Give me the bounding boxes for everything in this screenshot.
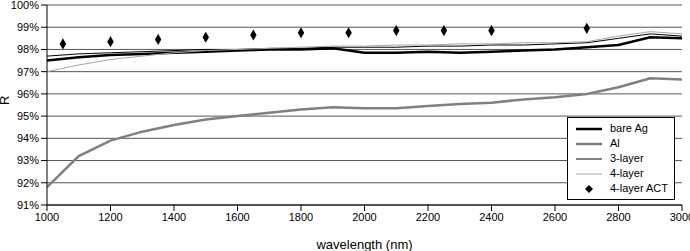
svg-text:93%: 93% (17, 154, 39, 166)
html-text:Al: Al (609, 137, 620, 149)
html-text:3-layer: 3-layer (609, 152, 644, 164)
svg-text:2200: 2200 (416, 211, 440, 223)
svg-text:1600: 1600 (225, 211, 249, 223)
svg-text:99%: 99% (17, 21, 39, 33)
svg-text:91%: 91% (17, 199, 39, 211)
svg-text:1400: 1400 (162, 211, 186, 223)
svg-text:92%: 92% (17, 177, 39, 189)
svg-text:98%: 98% (17, 43, 39, 55)
svg-text:2000: 2000 (352, 211, 376, 223)
svg-text:2800: 2800 (606, 211, 630, 223)
svg-text:1800: 1800 (289, 211, 313, 223)
svg-text:1200: 1200 (98, 211, 122, 223)
html-text:4-layer ACT: 4-layer ACT (609, 182, 668, 194)
svg-text:95%: 95% (17, 110, 39, 122)
svg-text:94%: 94% (17, 132, 39, 144)
svg-text:2600: 2600 (543, 211, 567, 223)
svg-text:2400: 2400 (479, 211, 503, 223)
html-text:4-layer: 4-layer (609, 167, 644, 179)
svg-text:1000: 1000 (35, 211, 59, 223)
svg-text:97%: 97% (17, 66, 39, 78)
svg-text:R: R (8, 96, 12, 105)
svg-text:wavelength (nm): wavelength (nm) (315, 237, 412, 251)
svg-text:100%: 100% (11, 0, 39, 11)
svg-text:3000: 3000 (670, 211, 682, 223)
svg-text:96%: 96% (17, 88, 39, 100)
html-text:bare Ag: bare Ag (609, 122, 648, 134)
